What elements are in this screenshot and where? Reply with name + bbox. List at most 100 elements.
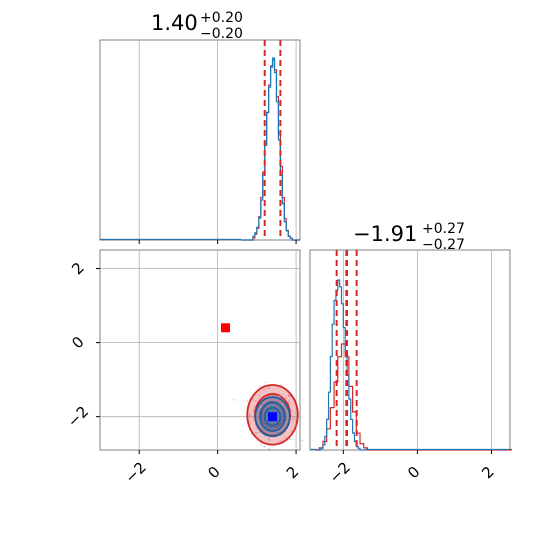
- scatter-point: [289, 438, 292, 441]
- scatter-point: [285, 413, 288, 416]
- scatter-point: [268, 386, 271, 389]
- scatter-point: [265, 413, 268, 416]
- scatter-point: [252, 408, 255, 411]
- scatter-point: [273, 409, 276, 412]
- scatter-point: [287, 394, 290, 397]
- scatter-point: [263, 388, 266, 391]
- title-upper-error: +0.27: [422, 221, 465, 237]
- y-tick-label: 2: [68, 259, 87, 278]
- y-tick-label: 0: [68, 333, 87, 352]
- panel-param1-marginal: −2 0 2: [309, 249, 512, 487]
- blue-histogram: [100, 57, 300, 241]
- scatter-point: [278, 430, 281, 433]
- quantile-lines: [263, 40, 282, 240]
- scatter-point: [264, 381, 267, 384]
- x-tick-label: 2: [478, 463, 497, 482]
- scatter-point: [293, 418, 296, 421]
- scatter-point: [277, 417, 280, 420]
- scatter-point: [264, 406, 267, 409]
- x-tick-labels: −2 0 2: [326, 458, 498, 486]
- scatter-point: [268, 439, 271, 442]
- tick-marks: [138, 240, 297, 244]
- scatter-point: [275, 400, 278, 403]
- scatter-point: [261, 427, 264, 430]
- scatter-point: [285, 408, 288, 411]
- scatter-point: [274, 403, 277, 406]
- y-tick-label: −2: [64, 402, 92, 430]
- scatter-point: [262, 420, 265, 423]
- scatter-point: [260, 426, 263, 429]
- y-tick-labels: −2 0 2: [64, 259, 92, 431]
- scatter-point: [233, 398, 236, 401]
- panel-param1-title: −1.91 +0.27 −0.27: [353, 221, 465, 253]
- scatter-point: [260, 443, 263, 446]
- scatter-point: [282, 417, 285, 420]
- scatter-point: [246, 399, 249, 402]
- scatter-point: [256, 410, 259, 413]
- scatter-point: [258, 385, 261, 388]
- x-tick-label: −2: [121, 458, 149, 486]
- x-tick-label: 2: [283, 463, 302, 482]
- scatter-point: [279, 408, 282, 411]
- title-upper-error: +0.20: [200, 10, 243, 26]
- title-value: 1.40: [151, 11, 198, 35]
- gridlines: [138, 40, 297, 240]
- blue-marker: [268, 412, 278, 422]
- blue-histogram: [310, 279, 510, 451]
- title-lower-error: −0.27: [422, 237, 465, 253]
- scatter-point: [291, 419, 294, 422]
- scatter-point: [251, 398, 254, 401]
- scatter-point: [258, 394, 261, 397]
- title-value: −1.91: [353, 222, 417, 246]
- scatter-point: [263, 445, 266, 448]
- scatter-point: [248, 420, 251, 423]
- scatter-point: [268, 400, 271, 403]
- gridlines: [100, 250, 300, 450]
- scatter-point: [285, 397, 288, 400]
- panel-frame: [99, 249, 301, 451]
- scatter-point: [287, 400, 290, 403]
- scatter-point: [290, 409, 293, 412]
- truth-marker: [220, 323, 230, 333]
- scatter-point: [278, 396, 281, 399]
- scatter-point: [283, 404, 286, 407]
- scatter-point: [248, 413, 251, 416]
- scatter-point: [277, 399, 280, 402]
- scatter-point: [280, 383, 283, 386]
- x-tick-label: 0: [204, 463, 223, 482]
- tick-marks: [342, 450, 492, 454]
- scatter-point: [254, 431, 257, 434]
- scatter-point: [254, 399, 257, 402]
- scatter-point: [268, 447, 271, 450]
- scatter-point: [280, 411, 283, 414]
- histogram-line: [315, 343, 512, 451]
- x-tick-labels: −2 0 2: [121, 458, 302, 486]
- panel-param0-marginal: [99, 39, 301, 244]
- panel-joint: −2 0 2 −2 0 2: [64, 249, 304, 487]
- scatter-point: [292, 416, 295, 419]
- scatter-point: [255, 432, 258, 435]
- scatter-point: [286, 418, 289, 421]
- scatter-point: [273, 398, 276, 401]
- red-histogram: [310, 343, 512, 451]
- scatter-point: [280, 401, 283, 404]
- quantile-lines: [335, 250, 358, 450]
- title-lower-error: −0.20: [200, 26, 243, 42]
- scatter-point: [249, 423, 252, 426]
- scatter-point: [290, 430, 293, 433]
- scatter-point: [252, 410, 255, 413]
- scatter-point: [273, 421, 276, 424]
- scatter-point: [253, 406, 256, 409]
- histogram-line: [317, 279, 366, 451]
- scatter-point: [273, 404, 276, 407]
- scatter-point: [301, 439, 304, 442]
- scatter-point: [279, 439, 282, 442]
- histogram-line: [241, 57, 300, 241]
- tick-marks: [96, 268, 297, 454]
- gridlines: [342, 250, 492, 450]
- scatter-point: [275, 432, 278, 435]
- scatter-point: [263, 400, 266, 403]
- x-tick-label: −2: [326, 458, 354, 486]
- scatter-point: [264, 424, 267, 427]
